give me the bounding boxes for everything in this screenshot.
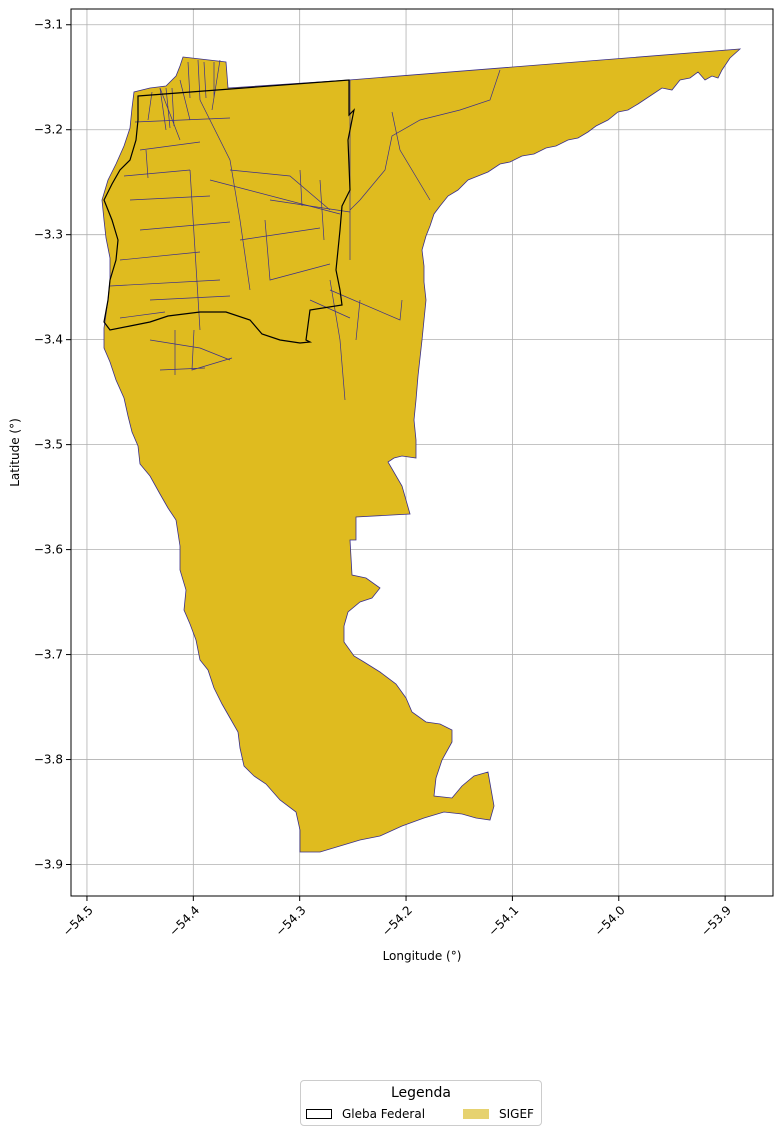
x-axis: −54.5 −54.4 −54.3 −54.2 −54.1 −54.0 −53.9 [60,896,734,939]
gleba-federal-boundary [103,79,355,344]
sigef-polygon [101,48,742,853]
x-tick-label: −53.9 [698,903,734,939]
legend-title: Legenda [390,1085,451,1101]
x-tick-label: −54.5 [60,903,96,939]
x-axis-label: Longitude (°) [383,949,462,963]
map-layers [101,48,742,853]
legend-item-gleba: Gleba Federal [306,1107,425,1121]
sigef-parcel-boundary [119,87,175,319]
y-tick-label: −3.9 [34,858,63,872]
sigef-parcel-boundary [349,69,501,260]
x-tick-label: −54.3 [273,903,309,939]
sigef-parcel-boundary [109,117,231,331]
x-tick-label: −54.0 [592,903,628,939]
sigef-parcel-boundary [264,169,403,321]
legend: Legenda Gleba Federal SIGEF [300,1080,542,1126]
y-tick-label: −3.8 [34,753,63,767]
y-axis-label: Latitude (°) [8,418,22,487]
y-tick-label: −3.5 [34,438,63,452]
y-axis: −3.1 −3.2 −3.3 −3.4 −3.5 −3.6 −3.7 −3.8 −3.9 [34,18,71,872]
x-tick-label: −54.1 [485,903,521,939]
sigef-parcel-boundary [159,79,341,291]
legend-label-sigef: SIGEF [499,1107,534,1121]
legend-item-sigef: SIGEF [463,1107,534,1121]
plot-frame [70,8,774,897]
sigef-swatch-icon [463,1109,489,1119]
y-tick-label: −3.1 [34,18,63,32]
y-tick-label: −3.4 [34,333,63,347]
y-tick-label: −3.7 [34,648,63,662]
x-tick-label: −54.2 [379,903,415,939]
gleba-swatch-icon [306,1109,332,1119]
legend-label-gleba: Gleba Federal [342,1107,426,1121]
sigef-parcel-boundary [187,59,361,401]
x-tick-label: −54.4 [166,903,202,939]
y-tick-label: −3.6 [34,543,63,557]
y-tick-label: −3.3 [34,228,63,242]
sigef-parcel-boundary [149,329,233,375]
y-tick-label: −3.2 [34,123,63,137]
